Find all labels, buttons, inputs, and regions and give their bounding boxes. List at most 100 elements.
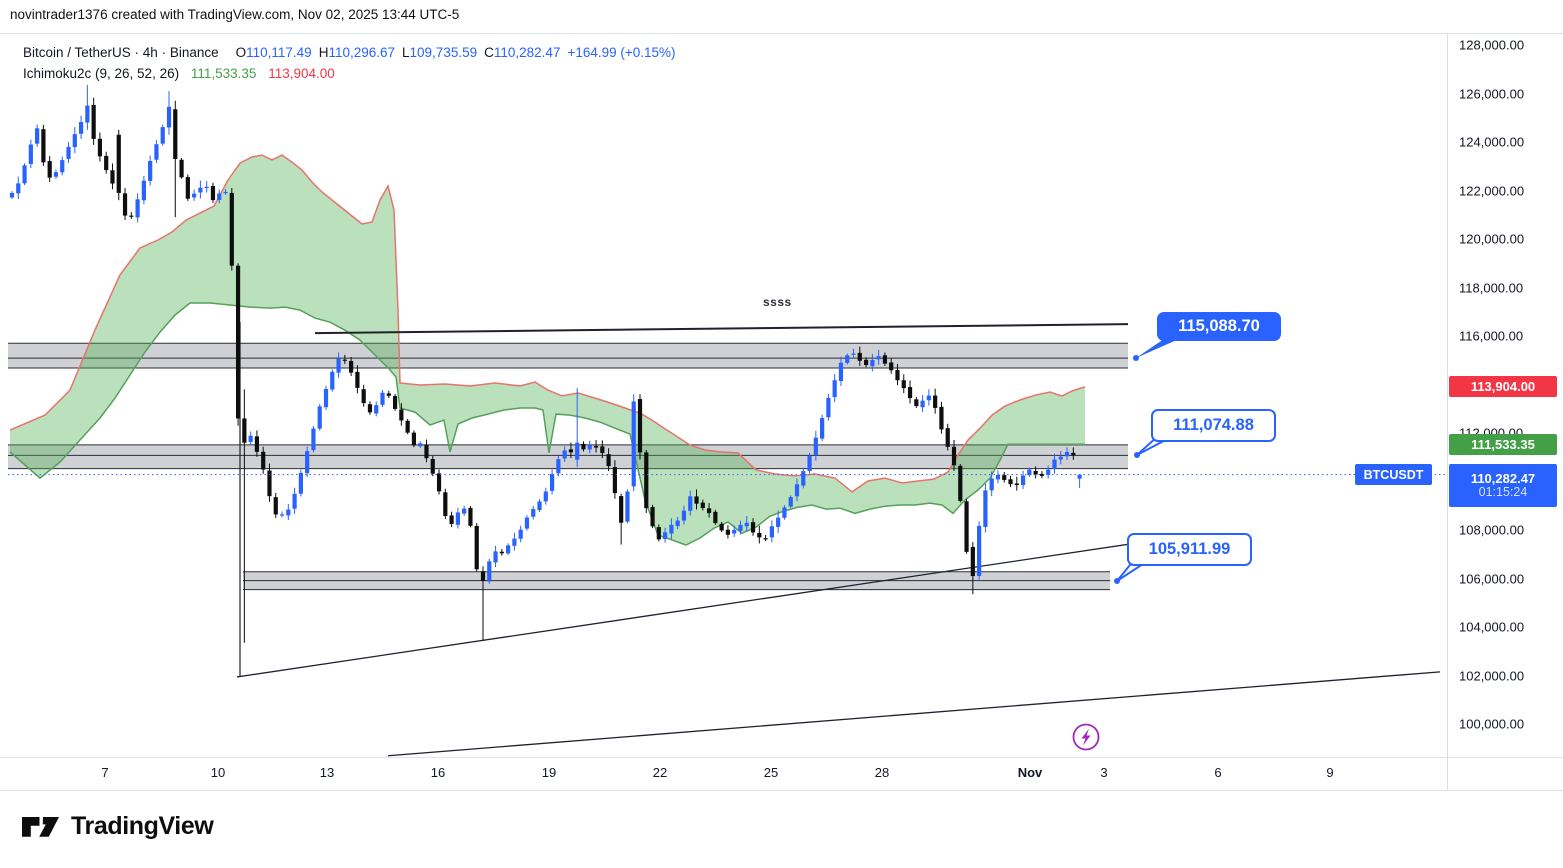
candle-body xyxy=(832,380,837,398)
candle-body xyxy=(217,193,222,200)
candle-body xyxy=(851,353,856,355)
candle-body xyxy=(160,127,165,144)
candle-body xyxy=(1071,452,1076,456)
candle-body xyxy=(939,406,944,430)
candle-body xyxy=(512,538,517,546)
ichimoku-cloud xyxy=(10,155,1085,545)
ohlc-value: 110,117.49 xyxy=(246,45,312,60)
candle-body xyxy=(650,506,655,527)
candle-body xyxy=(694,496,699,504)
candle-body xyxy=(78,121,84,134)
candle-body xyxy=(468,507,473,526)
candle-body xyxy=(807,455,812,471)
time-axis-label: 13 xyxy=(319,765,335,780)
candle-body xyxy=(531,509,536,517)
candle-body xyxy=(914,399,919,407)
candle-body xyxy=(675,520,680,527)
candle-body xyxy=(405,420,410,433)
candle-body xyxy=(462,508,467,514)
price-axis-label: 104,000.00 xyxy=(1459,619,1525,635)
tradingview-logo[interactable]: TradingView xyxy=(22,812,214,841)
price-callout-111074[interactable]: 111,074.88 xyxy=(1151,409,1276,442)
time-axis-label: 3 xyxy=(1100,765,1108,780)
candle-body xyxy=(1033,470,1038,475)
candle-body xyxy=(619,496,624,523)
rising-support-line xyxy=(236,534,1191,678)
candle-body xyxy=(60,160,65,173)
ohlc-label: C xyxy=(484,45,494,60)
symbol-title[interactable]: Bitcoin / TetherUS · 4h · Binance xyxy=(23,45,219,60)
candle-body xyxy=(449,515,454,524)
candle-body xyxy=(838,362,844,382)
time-axis-label: 9 xyxy=(1326,765,1334,780)
candle-body xyxy=(907,387,913,399)
candle-body xyxy=(166,106,172,128)
candle-body xyxy=(706,508,712,514)
time-axis-label: 19 xyxy=(541,765,557,780)
time-axis[interactable]: 7 10 13 16 19 22 25 28 Nov 3 6 9 xyxy=(0,758,1447,789)
candle-body xyxy=(568,449,574,453)
candle-body xyxy=(945,428,950,447)
candle-body xyxy=(769,526,774,538)
candle-body xyxy=(418,443,423,447)
candle-body xyxy=(1077,474,1082,479)
ohlc-value: 110,296.67 xyxy=(328,45,396,60)
candle-body xyxy=(1027,469,1032,476)
time-axis-label: 10 xyxy=(210,765,226,780)
candle-body xyxy=(367,404,373,413)
candle-body xyxy=(1020,475,1026,486)
ichimoku-span-bottom-badge: 111,533.35 xyxy=(1449,433,1557,455)
candle-body xyxy=(91,104,96,139)
candle-body xyxy=(776,517,781,527)
indicator-value-red: 113,904.00 xyxy=(268,66,335,81)
time-axis-label: 16 xyxy=(430,765,446,780)
symbol-row: Bitcoin / TetherUS · 4h · Binance O110,11… xyxy=(23,42,676,63)
price-callout-115088[interactable]: 115,088.70 xyxy=(1157,312,1281,341)
candle-body xyxy=(951,446,957,466)
candle-body xyxy=(311,428,316,451)
ohlc-label: O xyxy=(235,45,247,60)
candle-body xyxy=(732,529,737,534)
candle-body xyxy=(863,359,869,366)
candle-body xyxy=(261,451,266,470)
candle-body xyxy=(47,161,52,178)
indicator-row: Ichimoku2c (9, 26, 52, 26) 111,533.35 11… xyxy=(23,63,676,84)
candle-body xyxy=(223,191,228,194)
text-annotation-ssss[interactable]: ssss xyxy=(763,295,792,309)
candle-body xyxy=(964,501,969,552)
candle-body xyxy=(135,199,140,218)
time-axis-label: 6 xyxy=(1214,765,1222,780)
candle-body xyxy=(763,538,768,540)
time-axis-label: 25 xyxy=(763,765,779,780)
candle-body xyxy=(1052,459,1057,469)
indicator-title[interactable]: Ichimoku2c (9, 26, 52, 26) xyxy=(23,66,180,81)
candle-body xyxy=(192,193,197,198)
ohlc-value: 110,282.47 xyxy=(493,45,561,60)
price-callout-105911[interactable]: 105,911.99 xyxy=(1127,533,1252,566)
ohlc-label: L xyxy=(402,45,410,60)
zone-anchor-dot xyxy=(1134,452,1140,458)
price-axis-label: 106,000.00 xyxy=(1459,571,1525,586)
candle-body xyxy=(562,450,567,459)
upper-resistance-line xyxy=(314,323,1129,335)
candle-body xyxy=(782,507,787,518)
candle-body xyxy=(587,445,592,450)
price-axis-label: 102,000.00 xyxy=(1459,668,1525,683)
candle-body xyxy=(279,514,285,516)
candle-body xyxy=(933,395,938,408)
zone-0 xyxy=(8,343,1128,369)
candle-body xyxy=(901,380,906,389)
candle-body xyxy=(1014,483,1019,486)
lower-channel-line xyxy=(387,671,1441,757)
candle-body xyxy=(518,529,523,539)
candle-body xyxy=(361,389,366,404)
candle-body xyxy=(298,472,303,494)
candle-body xyxy=(995,475,1001,480)
candle-body xyxy=(380,392,385,405)
candle-body xyxy=(794,484,800,497)
candle-body xyxy=(53,172,59,177)
candle-body xyxy=(129,215,134,217)
candle-body xyxy=(1058,456,1063,460)
candle-body xyxy=(719,523,724,531)
